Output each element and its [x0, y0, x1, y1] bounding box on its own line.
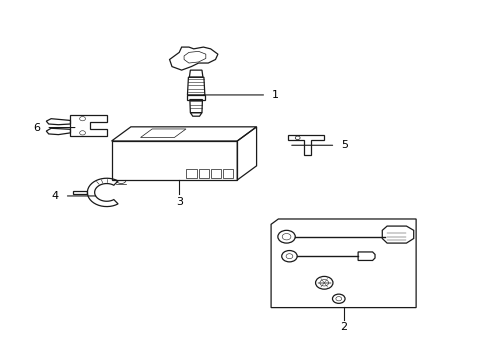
Text: 2: 2: [339, 323, 346, 333]
Text: 6: 6: [33, 122, 41, 132]
Text: 1: 1: [271, 90, 279, 100]
Text: 3: 3: [175, 197, 183, 207]
Text: 5: 5: [341, 140, 347, 150]
Text: 4: 4: [52, 191, 59, 201]
